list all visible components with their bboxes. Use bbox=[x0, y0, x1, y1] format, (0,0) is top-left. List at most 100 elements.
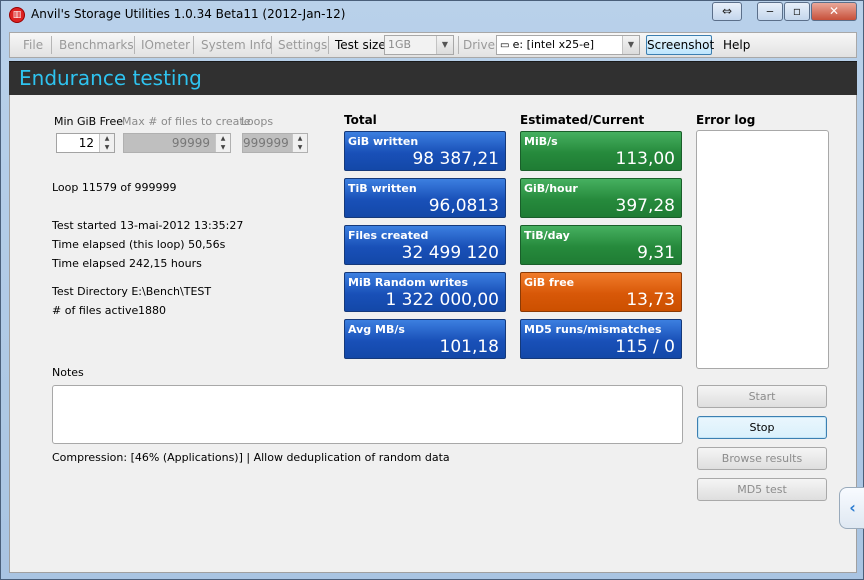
md5-test-button[interactable]: MD5 test bbox=[697, 478, 827, 501]
totals-title: Total bbox=[344, 113, 377, 127]
tile-label: TiB written bbox=[348, 182, 417, 195]
screenshot-button[interactable]: Screenshot bbox=[646, 35, 714, 55]
menu-separator bbox=[328, 36, 329, 54]
menu-settings[interactable]: Settings bbox=[278, 38, 328, 52]
tile-files-created: Files created 32 499 120 bbox=[344, 225, 506, 265]
tile-label: Avg MB/s bbox=[348, 323, 405, 336]
notes-label: Notes bbox=[52, 366, 84, 379]
spin-buttons[interactable]: ▲ ▼ bbox=[292, 134, 307, 152]
tile-avg-mbs: Avg MB/s 101,18 bbox=[344, 319, 506, 359]
tile-value: 9,31 bbox=[637, 243, 675, 263]
loops-input[interactable]: 999999 ▲ ▼ bbox=[242, 133, 308, 153]
max-files-value: 99999 bbox=[171, 136, 210, 150]
tile-label: GiB/hour bbox=[524, 182, 578, 195]
menu-separator bbox=[193, 36, 194, 54]
tile-label: GiB free bbox=[524, 276, 575, 289]
chevron-down-icon: ▼ bbox=[622, 36, 639, 54]
test-size-label: Test size bbox=[335, 38, 386, 52]
tile-label: TiB/day bbox=[524, 229, 570, 242]
estimated-title: Estimated/Current bbox=[520, 113, 645, 127]
tile-value: 98 387,21 bbox=[412, 149, 499, 169]
tile-mibs: MiB/s 113,00 bbox=[520, 131, 682, 171]
error-log-box[interactable] bbox=[696, 130, 829, 369]
menu-help[interactable]: Help bbox=[723, 38, 751, 52]
restore-layout-button[interactable]: ⇔ bbox=[712, 2, 742, 21]
chevron-down-icon[interactable]: ▼ bbox=[104, 144, 110, 151]
menu-iometer[interactable]: IOmeter bbox=[141, 38, 191, 52]
tile-gib-hour: GiB/hour 397,28 bbox=[520, 178, 682, 218]
title-bar[interactable]: ▥ Anvil's Storage Utilities 1.0.34 Beta1… bbox=[1, 1, 863, 27]
loops-label: Loops bbox=[241, 115, 274, 128]
tile-value: 1 322 000,00 bbox=[385, 290, 499, 310]
drive-select[interactable]: ▭ e: [intel x25-e] ▼ bbox=[496, 35, 640, 55]
chevron-up-icon[interactable]: ▲ bbox=[297, 135, 303, 142]
tile-label: Files created bbox=[348, 229, 429, 242]
chevron-down-icon[interactable]: ▼ bbox=[297, 144, 303, 151]
page-header: Endurance testing bbox=[9, 61, 857, 95]
min-gib-free-input[interactable]: 12 ▲ ▼ bbox=[56, 133, 115, 153]
tile-label: MiB/s bbox=[524, 135, 558, 148]
chevron-up-icon[interactable]: ▲ bbox=[104, 135, 110, 142]
tile-value: 101,18 bbox=[439, 337, 499, 357]
menu-separator bbox=[51, 36, 52, 54]
min-gib-free-label: Min GiB Free bbox=[54, 115, 123, 128]
tile-label: MD5 runs/mismatches bbox=[524, 323, 662, 336]
time-elapsed-loop: Time elapsed (this loop) 50,56s bbox=[52, 238, 226, 251]
tile-tib-day: TiB/day 9,31 bbox=[520, 225, 682, 265]
loops-value: 999999 bbox=[243, 136, 289, 150]
notes-textarea[interactable] bbox=[52, 385, 683, 444]
time-elapsed-total: Time elapsed 242,15 hours bbox=[52, 257, 202, 270]
compression-info: Compression: [46% (Applications)] | Allo… bbox=[52, 451, 450, 464]
test-directory: Test Directory E:\Bench\TEST bbox=[52, 285, 212, 298]
tile-gib-free: GiB free 13,73 bbox=[520, 272, 682, 312]
menu-separator bbox=[271, 36, 272, 54]
maximize-button[interactable]: ▫ bbox=[784, 2, 810, 21]
test-size-select[interactable]: 1GB ▼ bbox=[384, 35, 454, 55]
menu-benchmarks[interactable]: Benchmarks bbox=[59, 38, 134, 52]
menu-separator bbox=[134, 36, 135, 54]
test-size-value: 1GB bbox=[388, 38, 412, 51]
page-title: Endurance testing bbox=[19, 66, 202, 90]
menu-bar: File Benchmarks IOmeter System Info Sett… bbox=[9, 32, 857, 58]
tile-value: 96,0813 bbox=[428, 196, 499, 216]
menu-system-info[interactable]: System Info bbox=[201, 38, 273, 52]
tile-mib-random-writes: MiB Random writes 1 322 000,00 bbox=[344, 272, 506, 312]
drive-icon: ▭ bbox=[500, 40, 513, 51]
browse-results-button[interactable]: Browse results bbox=[697, 447, 827, 470]
tile-label: GiB written bbox=[348, 135, 419, 148]
min-gib-free-value: 12 bbox=[78, 136, 94, 150]
spin-buttons[interactable]: ▲ ▼ bbox=[99, 134, 114, 152]
tile-tib-written: TiB written 96,0813 bbox=[344, 178, 506, 218]
tile-value: 397,28 bbox=[615, 196, 675, 216]
close-button[interactable]: ✕ bbox=[811, 2, 857, 21]
tile-value: 32 499 120 bbox=[401, 243, 499, 263]
max-files-input[interactable]: 99999 ▲ ▼ bbox=[123, 133, 231, 153]
app-logo-icon: ▥ bbox=[9, 7, 25, 23]
chevron-left-icon[interactable]: ‹ bbox=[839, 487, 864, 529]
spin-buttons[interactable]: ▲ ▼ bbox=[215, 134, 230, 152]
chevron-up-icon[interactable]: ▲ bbox=[220, 135, 226, 142]
drive-value: e: [intel x25-e] bbox=[512, 38, 595, 51]
minimize-button[interactable]: ‒ bbox=[757, 2, 783, 21]
window-title: Anvil's Storage Utilities 1.0.34 Beta11 … bbox=[31, 7, 346, 21]
chevron-down-icon[interactable]: ▼ bbox=[220, 144, 226, 151]
chevron-down-icon: ▼ bbox=[436, 36, 453, 54]
test-started: Test started 13-mai-2012 13:35:27 bbox=[52, 219, 244, 232]
drive-label: Drive bbox=[463, 38, 495, 52]
stop-button[interactable]: Stop bbox=[697, 416, 827, 439]
start-button[interactable]: Start bbox=[697, 385, 827, 408]
tile-value: 13,73 bbox=[626, 290, 675, 310]
main-panel: Min GiB Free Max # of files to create Lo… bbox=[9, 95, 857, 573]
files-active-label: # of files active bbox=[52, 304, 139, 317]
menu-file[interactable]: File bbox=[23, 38, 44, 52]
tile-gib-written: GiB written 98 387,21 bbox=[344, 131, 506, 171]
loop-status: Loop 11579 of 999999 bbox=[52, 181, 177, 194]
files-active-value: 1880 bbox=[138, 304, 166, 317]
tile-md5-runs: MD5 runs/mismatches 115 / 0 bbox=[520, 319, 682, 359]
error-log-title: Error log bbox=[696, 113, 756, 127]
tile-value: 113,00 bbox=[615, 149, 675, 169]
tile-value: 115 / 0 bbox=[615, 337, 675, 357]
max-files-label: Max # of files to create bbox=[122, 115, 251, 128]
menu-separator bbox=[458, 36, 459, 54]
